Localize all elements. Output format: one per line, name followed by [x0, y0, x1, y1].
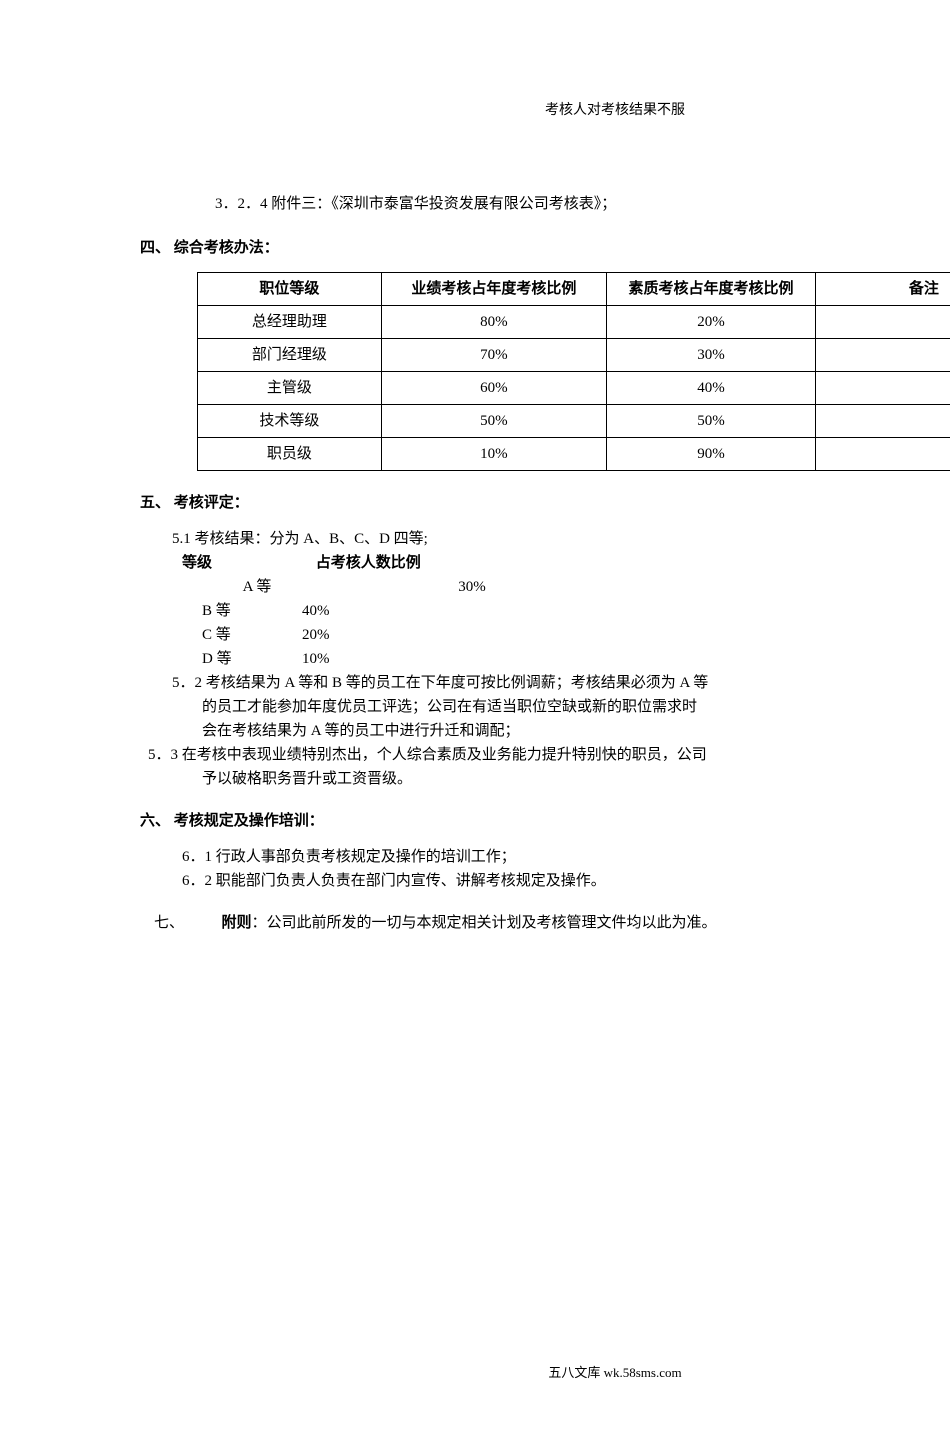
section-7-rest: ：公司此前所发的一切与本规定相关计划及考核管理文件均以此为准。	[252, 915, 717, 931]
line-6-1: 6．1 行政人事部负责考核规定及操作的培训工作；	[182, 845, 950, 869]
cell-performance: 10%	[381, 438, 606, 471]
cell-performance: 50%	[381, 405, 606, 438]
cell-remark	[815, 306, 950, 339]
cell-position: 主管级	[198, 372, 382, 405]
attachment-line: 3．2．4 附件三：《深圳市泰富华投资发展有限公司考核表》；	[215, 192, 950, 216]
table-row: 主管级 60% 40%	[198, 372, 950, 405]
col-header-position: 职位等级	[198, 273, 382, 306]
line-5-1: 5.1 考核结果：分为 A、B、C、D 四等;	[172, 527, 950, 551]
cell-position: 总经理助理	[198, 306, 382, 339]
section-7: 七、 附则：公司此前所发的一切与本规定相关计划及考核管理文件均以此为准。	[154, 911, 950, 935]
cell-quality: 20%	[607, 306, 816, 339]
grade-name: B 等	[202, 599, 262, 623]
cell-remark	[815, 438, 950, 471]
grade-name: D 等	[202, 647, 262, 671]
cell-quality: 30%	[607, 339, 816, 372]
grade-value: 30%	[336, 575, 486, 599]
section-6: 六、 考核规定及操作培训： 6．1 行政人事部负责考核规定及操作的培训工作； 6…	[140, 809, 950, 893]
cell-remark	[815, 339, 950, 372]
grade-value: 20%	[266, 623, 366, 647]
section-6-title: 六、 考核规定及操作培训：	[140, 809, 950, 833]
table-header-row: 职位等级 业绩考核占年度考核比例 素质考核占年度考核比例 备注	[198, 273, 950, 306]
grade-row-d: D 等 10%	[182, 647, 950, 671]
line-5-2c: 会在考核结果为 A 等的员工中进行升迁和调配；	[202, 719, 950, 743]
line-5-2a: 5．2 考核结果为 A 等和 B 等的员工在下年度可按比例调薪；考核结果必须为 …	[160, 671, 950, 695]
grade-value: 10%	[266, 647, 366, 671]
grade-row-a: A 等 30%	[182, 575, 950, 599]
col-header-performance: 业绩考核占年度考核比例	[381, 273, 606, 306]
table-row: 技术等级 50% 50%	[198, 405, 950, 438]
footer-text: 五八文库 wk.58sms.com	[140, 1363, 950, 1384]
cell-position: 部门经理级	[198, 339, 382, 372]
grade-value: 40%	[266, 599, 366, 623]
document-page: 考核人对考核结果不服 3．2．4 附件三：《深圳市泰富华投资发展有限公司考核表》…	[140, 100, 950, 1444]
cell-remark	[815, 372, 950, 405]
col-header-quality: 素质考核占年度考核比例	[607, 273, 816, 306]
line-5-2b: 的员工才能参加年度优员工评选；公司在有适当职位空缺或新的职位需求时	[202, 695, 950, 719]
ratio-table: 职位等级 业绩考核占年度考核比例 素质考核占年度考核比例 备注 总经理助理 80…	[197, 272, 950, 471]
cell-position: 技术等级	[198, 405, 382, 438]
section-5: 五、 考核评定： 5.1 考核结果：分为 A、B、C、D 四等; 等级 占考核人…	[140, 491, 950, 791]
header-note: 考核人对考核结果不服	[140, 100, 950, 122]
grade-name: A 等	[182, 575, 332, 599]
col-header-remark: 备注	[815, 273, 950, 306]
cell-performance: 80%	[381, 306, 606, 339]
grade-header: 等级 占考核人数比例	[182, 551, 950, 575]
table-row: 职员级 10% 90%	[198, 438, 950, 471]
line-5-3b: 予以破格职务晋升或工资晋级。	[202, 767, 950, 791]
cell-quality: 50%	[607, 405, 816, 438]
grade-row-c: C 等 20%	[182, 623, 950, 647]
line-6-2: 6．2 职能部门负责人负责在部门内宣传、讲解考核规定及操作。	[182, 869, 950, 893]
section-7-prefix: 七、	[154, 915, 184, 931]
cell-position: 职员级	[198, 438, 382, 471]
line-5-3a: 5．3 在考核中表现业绩特别杰出，个人综合素质及业务能力提升特别快的职员，公司	[148, 743, 950, 767]
grade-header-col1: 等级	[182, 551, 262, 575]
section-5-title: 五、 考核评定：	[140, 491, 950, 515]
cell-performance: 70%	[381, 339, 606, 372]
section-4-title: 四、 综合考核办法：	[140, 236, 950, 260]
table-row: 部门经理级 70% 30%	[198, 339, 950, 372]
cell-quality: 40%	[607, 372, 816, 405]
cell-remark	[815, 405, 950, 438]
grade-name: C 等	[202, 623, 262, 647]
cell-quality: 90%	[607, 438, 816, 471]
grade-row-b: B 等 40%	[182, 599, 950, 623]
cell-performance: 60%	[381, 372, 606, 405]
grade-header-col2: 占考核人数比例	[316, 551, 421, 575]
table-row: 总经理助理 80% 20%	[198, 306, 950, 339]
section-7-bold: 附则	[222, 915, 252, 931]
